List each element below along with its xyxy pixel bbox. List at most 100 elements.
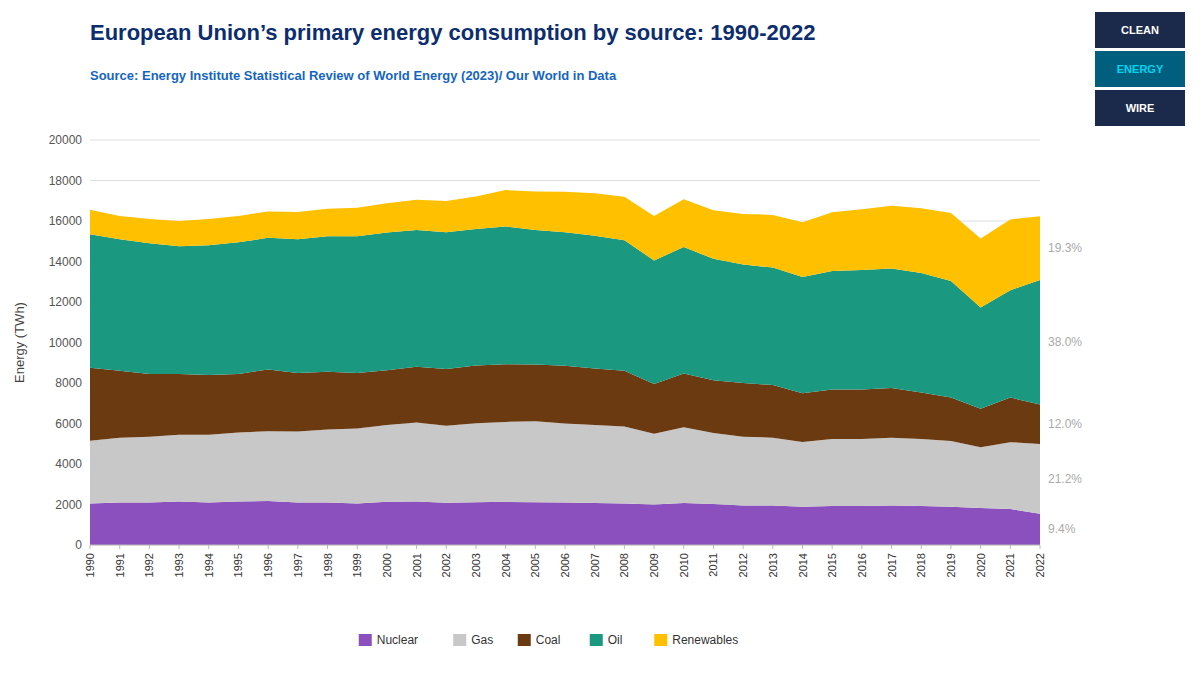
x-tick: [327, 545, 328, 549]
x-tick: [268, 545, 269, 549]
x-tick-label: 2012: [737, 553, 749, 577]
y-tick-label: 10000: [49, 336, 83, 350]
x-tick-label: 2017: [886, 553, 898, 577]
x-tick-label: 2011: [707, 553, 719, 577]
y-tick-label: 18000: [49, 174, 83, 188]
y-tick-label: 14000: [49, 255, 83, 269]
x-axis: 1990 1991 1992 1993 1994 1995 1996 1997 1998 1999…: [84, 545, 1046, 577]
x-tick-label: 2002: [440, 553, 452, 577]
x-tick: [565, 545, 566, 549]
x-tick-label: 2016: [856, 553, 868, 577]
x-tick: [386, 545, 387, 549]
x-tick: [297, 545, 298, 549]
percentage-label: 12.0%: [1048, 417, 1082, 431]
x-tick: [950, 545, 951, 549]
x-tick-label: 2005: [529, 553, 541, 577]
logo-box: [1095, 12, 1185, 48]
x-tick-label: 2013: [767, 553, 779, 577]
legend: NuclearGasCoalOilRenewables: [359, 633, 739, 647]
x-tick: [832, 545, 833, 549]
x-tick: [90, 545, 91, 549]
x-tick: [772, 545, 773, 549]
x-tick: [238, 545, 239, 549]
x-tick-label: 2022: [1034, 553, 1046, 577]
areas: [90, 190, 1040, 545]
logo: CLEAN ENERGY WIRE: [1095, 12, 1185, 126]
x-tick-label: 1993: [173, 553, 185, 577]
x-tick-label: 2004: [500, 553, 512, 577]
legend-entry: Nuclear: [377, 633, 418, 647]
x-tick: [179, 545, 180, 549]
legend-entry: Renewables: [672, 633, 738, 647]
percentage-label: 9.4%: [1048, 522, 1076, 536]
grid-line: [90, 180, 1040, 181]
y-axis: 0200040006000800010000120001400016000180…: [49, 133, 1040, 552]
x-tick: [505, 545, 506, 549]
title: European Union’s primary energy consumpt…: [90, 20, 815, 45]
y-tick-label: 12000: [49, 295, 83, 309]
x-tick: [475, 545, 476, 549]
legend-swatch: [518, 634, 531, 646]
percentage-label: 38.0%: [1048, 335, 1082, 349]
x-tick: [743, 545, 744, 549]
x-tick-label: 1998: [322, 553, 334, 577]
x-tick: [861, 545, 862, 549]
x-tick-label: 2010: [678, 553, 690, 577]
x-tick-label: 1995: [232, 553, 244, 577]
x-tick: [980, 545, 981, 549]
x-tick: [891, 545, 892, 549]
x-tick: [446, 545, 447, 549]
x-tick-label: 2009: [648, 553, 660, 577]
area: [90, 501, 1040, 545]
y-tick-label: 16000: [49, 214, 83, 228]
y-tick-label: 2000: [55, 498, 82, 512]
x-tick-label: 2018: [915, 553, 927, 577]
grid-line: [90, 140, 1040, 141]
x-tick: [624, 545, 625, 549]
x-tick-label: 2007: [589, 553, 601, 577]
subtitle: Source: Energy Institute Statistical Rev…: [90, 68, 617, 83]
y-tick-label: 0: [75, 538, 82, 552]
x-tick: [1040, 545, 1041, 549]
y-tick-label: 4000: [55, 457, 82, 471]
x-tick: [357, 545, 358, 549]
x-tick: [208, 545, 209, 549]
x-tick-label: 1997: [292, 553, 304, 577]
x-tick-label: 2019: [945, 553, 957, 577]
x-tick: [713, 545, 714, 549]
x-tick-label: 2008: [618, 553, 630, 577]
x-tick: [119, 545, 120, 549]
x-tick-label: 2003: [470, 553, 482, 577]
x-tick: [416, 545, 417, 549]
x-tick-label: 1994: [203, 553, 215, 577]
legend-entry: Gas: [471, 633, 493, 647]
legend-swatch: [654, 634, 667, 646]
percentage-label: 21.2%: [1048, 472, 1082, 486]
legend-swatch: [590, 634, 603, 646]
area: [90, 190, 1040, 307]
x-tick-label: 1992: [143, 553, 155, 577]
logo-text: CLEAN: [1121, 24, 1159, 36]
legend-swatch: [453, 634, 466, 646]
x-tick: [802, 545, 803, 549]
x-tick-label: 1991: [114, 553, 126, 577]
logo-text: WIRE: [1126, 102, 1155, 114]
chart: European Union’s primary energy consumpt…: [0, 0, 1200, 675]
y-tick-label: 6000: [55, 417, 82, 431]
x-tick: [654, 545, 655, 549]
x-tick-label: 2006: [559, 553, 571, 577]
x-tick: [594, 545, 595, 549]
x-tick-label: 2014: [797, 553, 809, 577]
x-tick: [683, 545, 684, 549]
y-tick-label: 20000: [49, 133, 83, 147]
x-tick-label: 1996: [262, 553, 274, 577]
x-tick-label: 1999: [351, 553, 363, 577]
logo-box: [1095, 51, 1185, 87]
logo-text: ENERGY: [1117, 63, 1164, 75]
x-tick-label: 2021: [1004, 553, 1016, 577]
x-tick-label: 1990: [84, 553, 96, 577]
logo-box: [1095, 90, 1185, 126]
legend-swatch: [359, 634, 372, 646]
x-tick-label: 2000: [381, 553, 393, 577]
x-tick-label: 2020: [975, 553, 987, 577]
